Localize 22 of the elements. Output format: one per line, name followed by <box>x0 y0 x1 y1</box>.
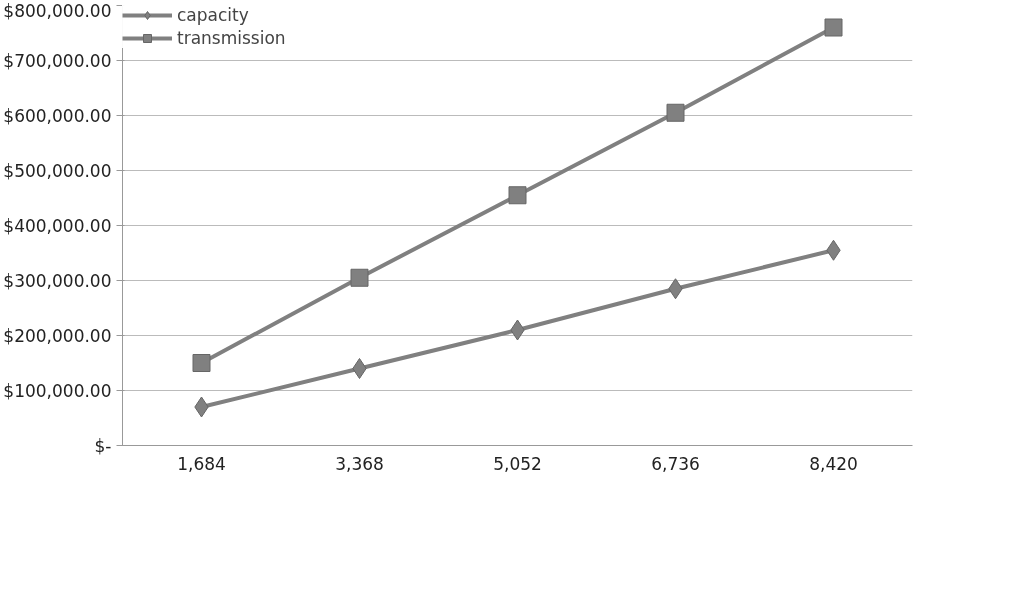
point <box>666 103 685 122</box>
point <box>824 18 843 37</box>
point <box>192 354 211 372</box>
y-tick-label: $700,000.00 <box>3 50 112 71</box>
y-tick-label: $200,000.00 <box>3 325 112 346</box>
y-tick-label: $500,000.00 <box>3 160 112 181</box>
x-tick-label: 5,052 <box>493 453 542 474</box>
y-tick-label: $600,000.00 <box>3 105 112 126</box>
x-tick-label: 1,684 <box>177 453 226 474</box>
point <box>508 186 527 205</box>
legend-label: capacity <box>177 5 249 25</box>
y-tick-label: $400,000.00 <box>3 215 112 236</box>
x-tick-label: 8,420 <box>809 453 858 474</box>
point <box>350 268 369 287</box>
y-tick-label: $100,000.00 <box>3 380 112 401</box>
x-tick-label: 6,736 <box>651 453 700 474</box>
y-tick-label: $- <box>94 435 112 456</box>
legend-label: transmission <box>177 28 286 48</box>
x-tick-label: 3,368 <box>335 453 384 474</box>
point <box>352 358 367 379</box>
y-tick-label: $300,000.00 <box>3 270 112 291</box>
y-tick-label: $800,000.00 <box>3 0 112 21</box>
